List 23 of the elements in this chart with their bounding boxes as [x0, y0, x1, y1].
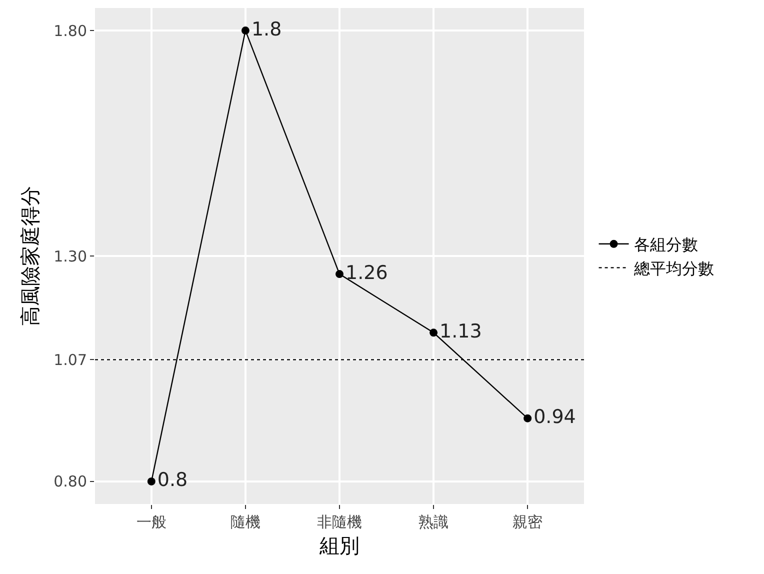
x-tick-label: 隨機 — [230, 513, 260, 531]
legend-label: 各組分數 — [634, 235, 698, 254]
point — [524, 414, 532, 422]
point — [336, 270, 344, 278]
point — [430, 328, 438, 337]
y-tick-label: 1.07 — [54, 350, 87, 369]
y-tick-label: 1.30 — [54, 247, 87, 266]
y-tick-label: 0.80 — [54, 472, 87, 491]
x-tick-label: 非隨機 — [317, 513, 362, 531]
x-axis-title: 組別 — [318, 534, 360, 558]
x-tick-label: 一般 — [136, 513, 166, 531]
data-label: 1.8 — [251, 18, 282, 40]
point — [147, 477, 156, 486]
data-label: 1.26 — [346, 262, 388, 284]
data-label: 0.94 — [534, 406, 576, 428]
data-label: 1.13 — [440, 320, 482, 342]
x-tick-label: 熟識 — [418, 513, 449, 531]
point — [241, 26, 250, 35]
data-label: 0.8 — [157, 469, 188, 492]
y-tick-label: 1.80 — [54, 22, 87, 40]
legend-label: 總平均分數 — [632, 258, 714, 278]
y-axis-title: 高風險家庭得分 — [18, 186, 42, 326]
x-tick-label: 親密 — [512, 513, 543, 531]
